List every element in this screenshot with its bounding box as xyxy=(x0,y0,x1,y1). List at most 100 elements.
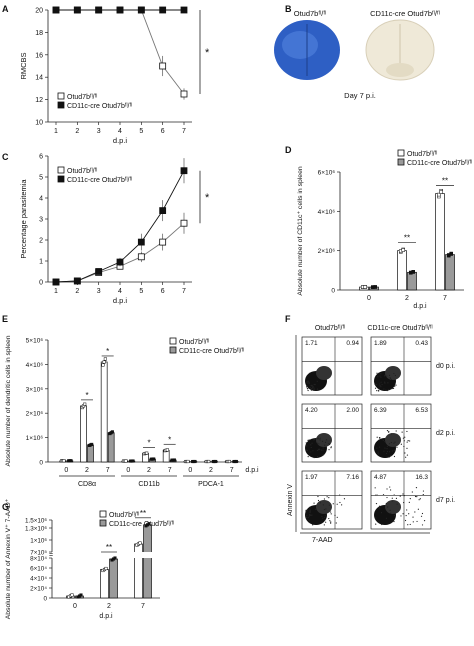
y-axis-label: Absolute number of dendritic cells in sp… xyxy=(5,335,12,466)
significance-star: * xyxy=(147,438,150,447)
cell-event xyxy=(390,454,392,457)
cell-event xyxy=(324,515,326,517)
y-axis-label: Percentage parasitemia xyxy=(19,179,28,259)
y-tick-label: 1.3×10⁶ xyxy=(25,526,47,533)
x-tick-label: 6 xyxy=(161,128,165,135)
cell-event xyxy=(391,500,393,502)
significance-star: ** xyxy=(404,234,410,243)
x-axis-label: 7-AAD xyxy=(312,537,333,544)
cell-event xyxy=(416,496,418,498)
cell-event xyxy=(324,444,326,446)
cell-event xyxy=(375,494,377,496)
cell-event xyxy=(388,431,390,433)
cell-event xyxy=(406,430,408,433)
cell-event xyxy=(310,446,312,449)
cell-event xyxy=(316,388,319,390)
legend-wt-swatch xyxy=(57,92,65,100)
cell-event xyxy=(343,498,346,500)
data-dot-wt xyxy=(227,459,231,464)
cell-event xyxy=(305,386,308,388)
cell-event xyxy=(415,486,418,489)
cell-event xyxy=(394,385,396,387)
cell-event xyxy=(375,517,377,519)
y-tick-label: 3 xyxy=(39,217,43,224)
cell-event xyxy=(384,441,386,443)
cell-event xyxy=(409,523,411,526)
cell-event xyxy=(379,505,381,507)
data-dot-wt xyxy=(186,459,190,464)
cell-event xyxy=(316,455,319,458)
data-point-cko xyxy=(180,6,188,14)
cell-event xyxy=(375,383,378,386)
quadrant-ur-value: 6.53 xyxy=(415,407,428,414)
cell-event xyxy=(400,515,402,517)
cell-event xyxy=(399,495,401,497)
cell-event xyxy=(310,444,312,446)
significance-star: * xyxy=(205,192,210,204)
cell-event xyxy=(306,509,308,511)
cell-event xyxy=(319,439,321,441)
x-tick-label: 7 xyxy=(443,295,447,302)
cell-event xyxy=(400,443,402,445)
cell-event xyxy=(379,383,381,385)
cell-event xyxy=(376,436,378,438)
cell-event xyxy=(401,431,403,433)
x-axis-label: d.p.i xyxy=(413,303,427,310)
cell-event xyxy=(321,440,324,443)
cell-event xyxy=(323,516,326,519)
data-dot-wt xyxy=(102,360,106,364)
cell-event xyxy=(396,446,398,448)
cell-event xyxy=(408,501,410,503)
cell-event xyxy=(395,384,397,386)
data-dot-wt xyxy=(207,459,211,464)
y-tick-label: 4×10⁶ xyxy=(26,362,44,369)
y-tick-label: 0 xyxy=(39,460,43,467)
data-point-cko xyxy=(73,277,81,285)
cell-event xyxy=(414,511,416,513)
cell-event xyxy=(319,437,321,439)
cell-event xyxy=(335,522,337,524)
cell-event xyxy=(314,383,316,386)
cell-event xyxy=(339,501,341,504)
cell-event xyxy=(421,524,424,526)
cell-event xyxy=(405,514,407,517)
cell-event xyxy=(411,491,413,493)
cell-event xyxy=(374,487,376,489)
cell-event xyxy=(307,516,309,518)
data-point-cko xyxy=(137,6,145,14)
x-tick-label: 7 xyxy=(141,603,145,610)
cell-event xyxy=(317,495,319,498)
y-tick-label: 5 xyxy=(39,175,43,182)
cell-event xyxy=(403,440,405,442)
y-tick-label: 12 xyxy=(35,97,43,104)
cell-event xyxy=(313,439,315,441)
cell-event xyxy=(311,442,313,444)
row-label: d2 p.i. xyxy=(436,430,455,437)
cell-event xyxy=(306,515,308,517)
cell-event xyxy=(409,440,411,442)
cell-event xyxy=(309,510,311,512)
cell-event xyxy=(422,490,425,492)
quadrant-ul-value: 4.20 xyxy=(305,407,318,414)
bar-cko xyxy=(87,444,94,463)
bar-wt xyxy=(397,250,407,291)
cell-event xyxy=(377,451,379,453)
legend-cko-text: CD11c-cre Otud7bᶠˡ/ᶠˡ xyxy=(67,103,132,110)
panel-letter-b: B xyxy=(285,4,292,14)
legend-cko-text: CD11c-cre Otud7bᶠˡ/ᶠˡ xyxy=(407,160,472,167)
cell-event xyxy=(377,453,379,455)
y-tick-label: 0 xyxy=(39,280,43,287)
cell-event xyxy=(325,439,328,441)
cell-event xyxy=(384,447,386,449)
bar-wt xyxy=(100,569,109,599)
legend-cko-text: CD11c-cre Otud7bᶠˡ/ᶠˡ xyxy=(179,348,244,355)
cell-event xyxy=(330,522,332,524)
cell-event xyxy=(405,456,407,458)
y-tick-label: 1×10⁶ xyxy=(30,538,47,545)
significance-star: ** xyxy=(106,543,112,552)
legend-cko-text: CD11c-cre Otud7bᶠˡ/ᶠˡ xyxy=(67,177,132,184)
data-dot-wt xyxy=(62,459,66,463)
y-axis-label: RMCBS xyxy=(19,52,28,79)
cell-event xyxy=(412,516,414,518)
